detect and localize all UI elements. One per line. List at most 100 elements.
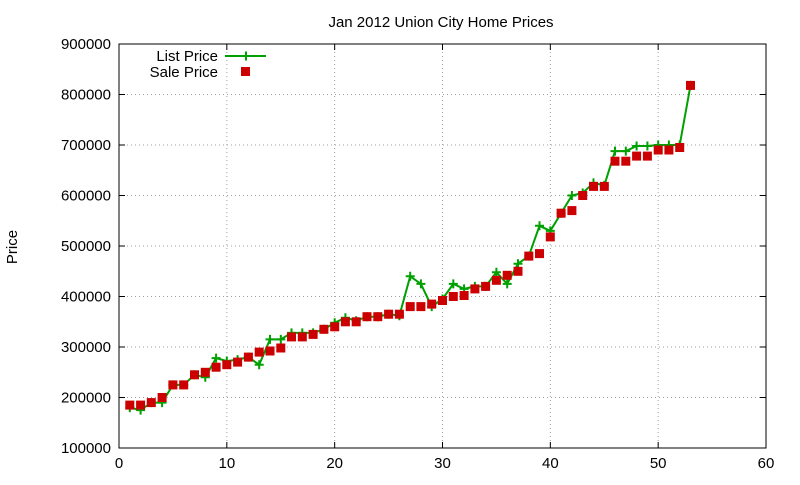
data-point-list-price: [632, 141, 642, 151]
data-point-sale-price: [136, 400, 146, 410]
grid-lines: [119, 44, 766, 448]
y-tick-label: 500000: [61, 238, 111, 255]
data-point-list-price: [621, 146, 631, 156]
data-point-list-price: [276, 334, 286, 344]
data-point-sale-price: [438, 296, 447, 305]
x-tick-label: 0: [115, 455, 123, 472]
data-point-sale-price: [222, 360, 232, 370]
y-tick-label: 600000: [61, 188, 111, 205]
data-point-sale-price: [502, 270, 512, 280]
y-tick-label: 700000: [61, 137, 111, 154]
data-point-sale-price: [535, 249, 544, 259]
data-point-sale-price: [351, 317, 361, 327]
data-point-list-price: [610, 146, 620, 156]
legend-marker-list-price: [241, 51, 251, 61]
data-point-sale-price: [373, 312, 383, 322]
y-axis-label: Price: [4, 230, 21, 264]
data-point-sale-price: [233, 357, 243, 367]
data-point-sale-price: [340, 317, 350, 327]
data-point-sale-price: [254, 347, 264, 357]
data-point-sale-price: [448, 292, 458, 301]
data-point-sale-price: [394, 309, 404, 319]
data-point-list-price: [211, 353, 221, 363]
y-tick-label: 200000: [61, 390, 111, 407]
data-point-sale-price: [276, 343, 286, 353]
data-point-sale-price: [384, 309, 394, 319]
x-tick-label: 60: [758, 455, 775, 472]
data-point-list-price: [491, 267, 501, 277]
plot-frame: [118, 43, 767, 449]
data-point-sale-price: [545, 232, 555, 242]
data-point-sale-price: [632, 151, 642, 161]
x-tick-label: 20: [326, 455, 343, 472]
data-point-list-price: [642, 141, 652, 151]
data-point-sale-price: [567, 206, 577, 216]
legend-label-sale-price: Sale Price: [150, 64, 218, 81]
data-point-list-price: [535, 221, 544, 231]
data-point-sale-price: [319, 324, 329, 334]
data-point-sale-price: [556, 208, 566, 218]
data-point-sale-price: [653, 145, 663, 155]
series-layer: [125, 80, 695, 415]
y-tick-label: 400000: [61, 289, 111, 306]
y-tick-label: 900000: [61, 36, 111, 53]
data-point-sale-price: [190, 370, 199, 380]
data-point-sale-price: [470, 284, 480, 294]
legend-label-list-price: List Price: [156, 48, 218, 65]
chart-title: Jan 2012 Union City Home Prices: [328, 14, 553, 31]
data-point-list-price: [405, 271, 415, 281]
data-point-list-price: [448, 279, 458, 289]
data-point-sale-price: [664, 145, 674, 155]
data-point-sale-price: [330, 322, 340, 332]
data-point-sale-price: [491, 275, 501, 285]
data-point-sale-price: [308, 329, 318, 339]
data-point-sale-price: [405, 302, 415, 312]
legend: List Price Sale Price: [150, 48, 266, 81]
data-point-sale-price: [621, 156, 631, 166]
series-sale-price: [125, 80, 695, 410]
y-tick-label: 100000: [61, 440, 111, 457]
data-point-sale-price: [610, 156, 620, 166]
data-point-sale-price: [642, 151, 652, 161]
legend-marker-sale-price: [241, 67, 250, 76]
x-tick-label: 30: [434, 455, 451, 472]
data-point-sale-price: [524, 251, 534, 261]
data-point-sale-price: [599, 181, 609, 191]
data-point-sale-price: [265, 346, 275, 356]
series-line-list-price: [129, 85, 692, 412]
data-point-sale-price: [578, 191, 588, 200]
data-point-sale-price: [459, 291, 469, 300]
y-tick-label: 800000: [61, 87, 111, 104]
data-point-sale-price: [287, 332, 296, 342]
axis-ticks: 0 10 20 30 40 50 60 100000 200000 300000 400000 500…: [61, 36, 774, 472]
data-point-list-price: [567, 191, 577, 200]
data-point-list-price: [416, 279, 426, 289]
data-point-list-price: [502, 279, 512, 289]
x-tick-label: 50: [650, 455, 667, 472]
data-point-sale-price: [686, 80, 695, 90]
data-point-sale-price: [157, 393, 167, 402]
series-list-price: [125, 80, 695, 415]
data-point-sale-price: [179, 380, 189, 390]
data-point-sale-price: [416, 302, 426, 312]
x-tick-label: 10: [218, 455, 235, 472]
data-point-list-price: [513, 259, 523, 269]
data-point-sale-price: [427, 299, 437, 309]
data-point-sale-price: [146, 398, 156, 408]
data-point-sale-price: [589, 181, 598, 191]
data-point-sale-price: [481, 281, 491, 291]
y-tick-label: 300000: [61, 339, 111, 356]
data-point-sale-price: [297, 332, 307, 342]
data-point-list-price: [254, 360, 264, 370]
data-point-sale-price: [675, 143, 685, 152]
data-point-sale-price: [168, 380, 178, 390]
data-point-sale-price: [200, 367, 210, 377]
data-point-sale-price: [513, 266, 523, 276]
data-point-sale-price: [362, 312, 372, 322]
data-point-list-price: [265, 334, 275, 344]
data-point-sale-price: [211, 362, 221, 372]
data-point-sale-price: [125, 400, 135, 410]
data-point-sale-price: [243, 352, 253, 362]
